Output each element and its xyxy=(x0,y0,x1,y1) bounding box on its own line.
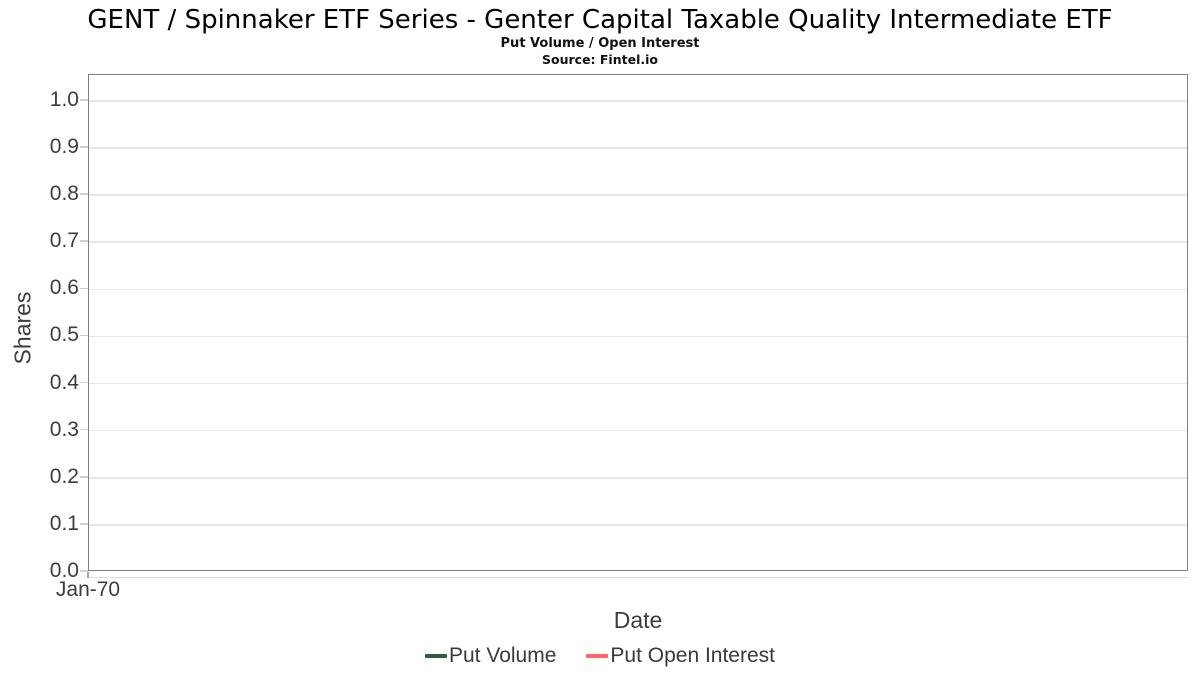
chart-legend: Put Volume Put Open Interest xyxy=(0,644,1200,668)
y-tick-mark-0.5 xyxy=(80,334,88,337)
x-tick-label-Jan-70: Jan-70 xyxy=(55,578,121,601)
y-tick-label-0.2: 0.2 xyxy=(49,464,79,488)
gridline-y-0.8 xyxy=(89,194,1187,196)
y-tick-label-0.3: 0.3 xyxy=(49,417,79,441)
gridline-y-1.0 xyxy=(89,100,1187,102)
put-open-interest-line-swatch xyxy=(586,654,609,658)
gridline-y-0.3 xyxy=(89,429,1187,432)
y-tick-label-0.4: 0.4 xyxy=(49,370,79,394)
gridline-y-0.6 xyxy=(89,288,1187,291)
y-tick-mark-0.3 xyxy=(80,428,88,431)
y-tick-mark-0.8 xyxy=(80,193,88,195)
gridline-y-0.5 xyxy=(89,335,1187,338)
y-tick-label-0.9: 0.9 xyxy=(49,135,79,159)
gridline-y-0.9 xyxy=(89,147,1187,149)
y-tick-label-1.0: 1.0 xyxy=(49,87,79,111)
legend-label-put-open-interest: Put Open Interest xyxy=(610,644,775,667)
legend-item-put-volume[interactable]: Put Volume xyxy=(424,644,557,668)
y-tick-label-0.5: 0.5 xyxy=(49,323,79,347)
y-tick-mark-0.6 xyxy=(80,287,88,290)
gridline-y-0.7 xyxy=(89,241,1187,243)
y-tick-mark-0.9 xyxy=(80,146,88,148)
gridline-y-0.1 xyxy=(89,524,1187,526)
x-axis-line xyxy=(88,577,1190,578)
y-tick-label-0.8: 0.8 xyxy=(49,182,79,206)
chart-title: GENT / Spinnaker ETF Series - Genter Cap… xyxy=(87,5,1113,35)
y-tick-mark-0.7 xyxy=(80,240,88,242)
chart-source-note: Source: Fintel.io xyxy=(542,52,658,67)
gridline-y-0.4 xyxy=(89,382,1187,385)
y-tick-label-0.0: 0.0 xyxy=(49,559,79,582)
y-tick-mark-0.2 xyxy=(80,476,88,478)
x-axis-title: Date xyxy=(613,607,663,633)
y-tick-mark-0.1 xyxy=(80,523,88,525)
legend-label-put-volume: Put Volume xyxy=(448,644,557,667)
y-tick-mark-0.0 xyxy=(80,570,88,572)
gridline-y-0.2 xyxy=(89,477,1187,479)
y-tick-mark-1.0 xyxy=(80,99,88,101)
legend-item-put-open-interest[interactable]: Put Open Interest xyxy=(586,644,775,668)
y-tick-label-0.7: 0.7 xyxy=(49,229,79,253)
y-tick-label-0.1: 0.1 xyxy=(49,511,79,535)
y-tick-mark-0.4 xyxy=(80,381,88,384)
y-tick-label-0.6: 0.6 xyxy=(49,276,79,300)
plot-area xyxy=(88,74,1188,571)
put-volume-line-swatch xyxy=(424,654,447,658)
chart-subtitle: Put Volume / Open Interest xyxy=(500,36,700,51)
x-tick-mark-Jan-70 xyxy=(87,571,89,578)
